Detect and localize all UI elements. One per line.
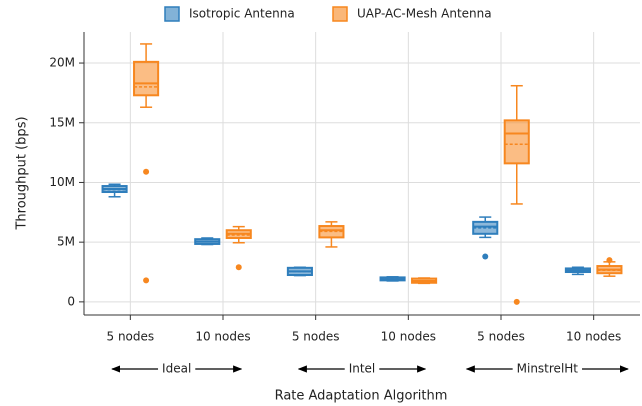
- y-tick-label: 10M: [49, 175, 75, 189]
- group-label: MinstrelHt: [517, 362, 579, 376]
- x-tick-label: 10 nodes: [195, 330, 250, 344]
- y-tick-label: 5M: [57, 235, 75, 249]
- outlier: [143, 168, 150, 175]
- outlier: [606, 257, 613, 264]
- legend-label: UAP-AC-Mesh Antenna: [357, 7, 492, 21]
- x-tick-label: 10 nodes: [381, 330, 436, 344]
- box: [503, 119, 530, 165]
- x-axis-label: Rate Adaptation Algorithm: [275, 389, 448, 404]
- outlier: [235, 264, 242, 271]
- outlier: [482, 253, 489, 260]
- legend-label: Isotropic Antenna: [189, 7, 295, 21]
- x-tick-label: 5 nodes: [477, 330, 525, 344]
- x-tick-label: 5 nodes: [292, 330, 340, 344]
- legend-swatch: [332, 6, 348, 22]
- x-tick-label: 10 nodes: [566, 330, 621, 344]
- outlier: [143, 277, 150, 284]
- legend-swatch: [164, 6, 180, 22]
- box: [133, 60, 160, 97]
- y-tick-label: 15M: [49, 115, 75, 129]
- y-axis-label: Throughput (bps): [15, 116, 30, 230]
- group-label: Ideal: [162, 362, 191, 376]
- y-tick-label: 20M: [49, 56, 75, 70]
- x-tick-label: 5 nodes: [107, 330, 155, 344]
- y-tick-label: 0: [67, 294, 75, 308]
- outlier: [513, 298, 520, 305]
- group-label: Intel: [349, 362, 376, 376]
